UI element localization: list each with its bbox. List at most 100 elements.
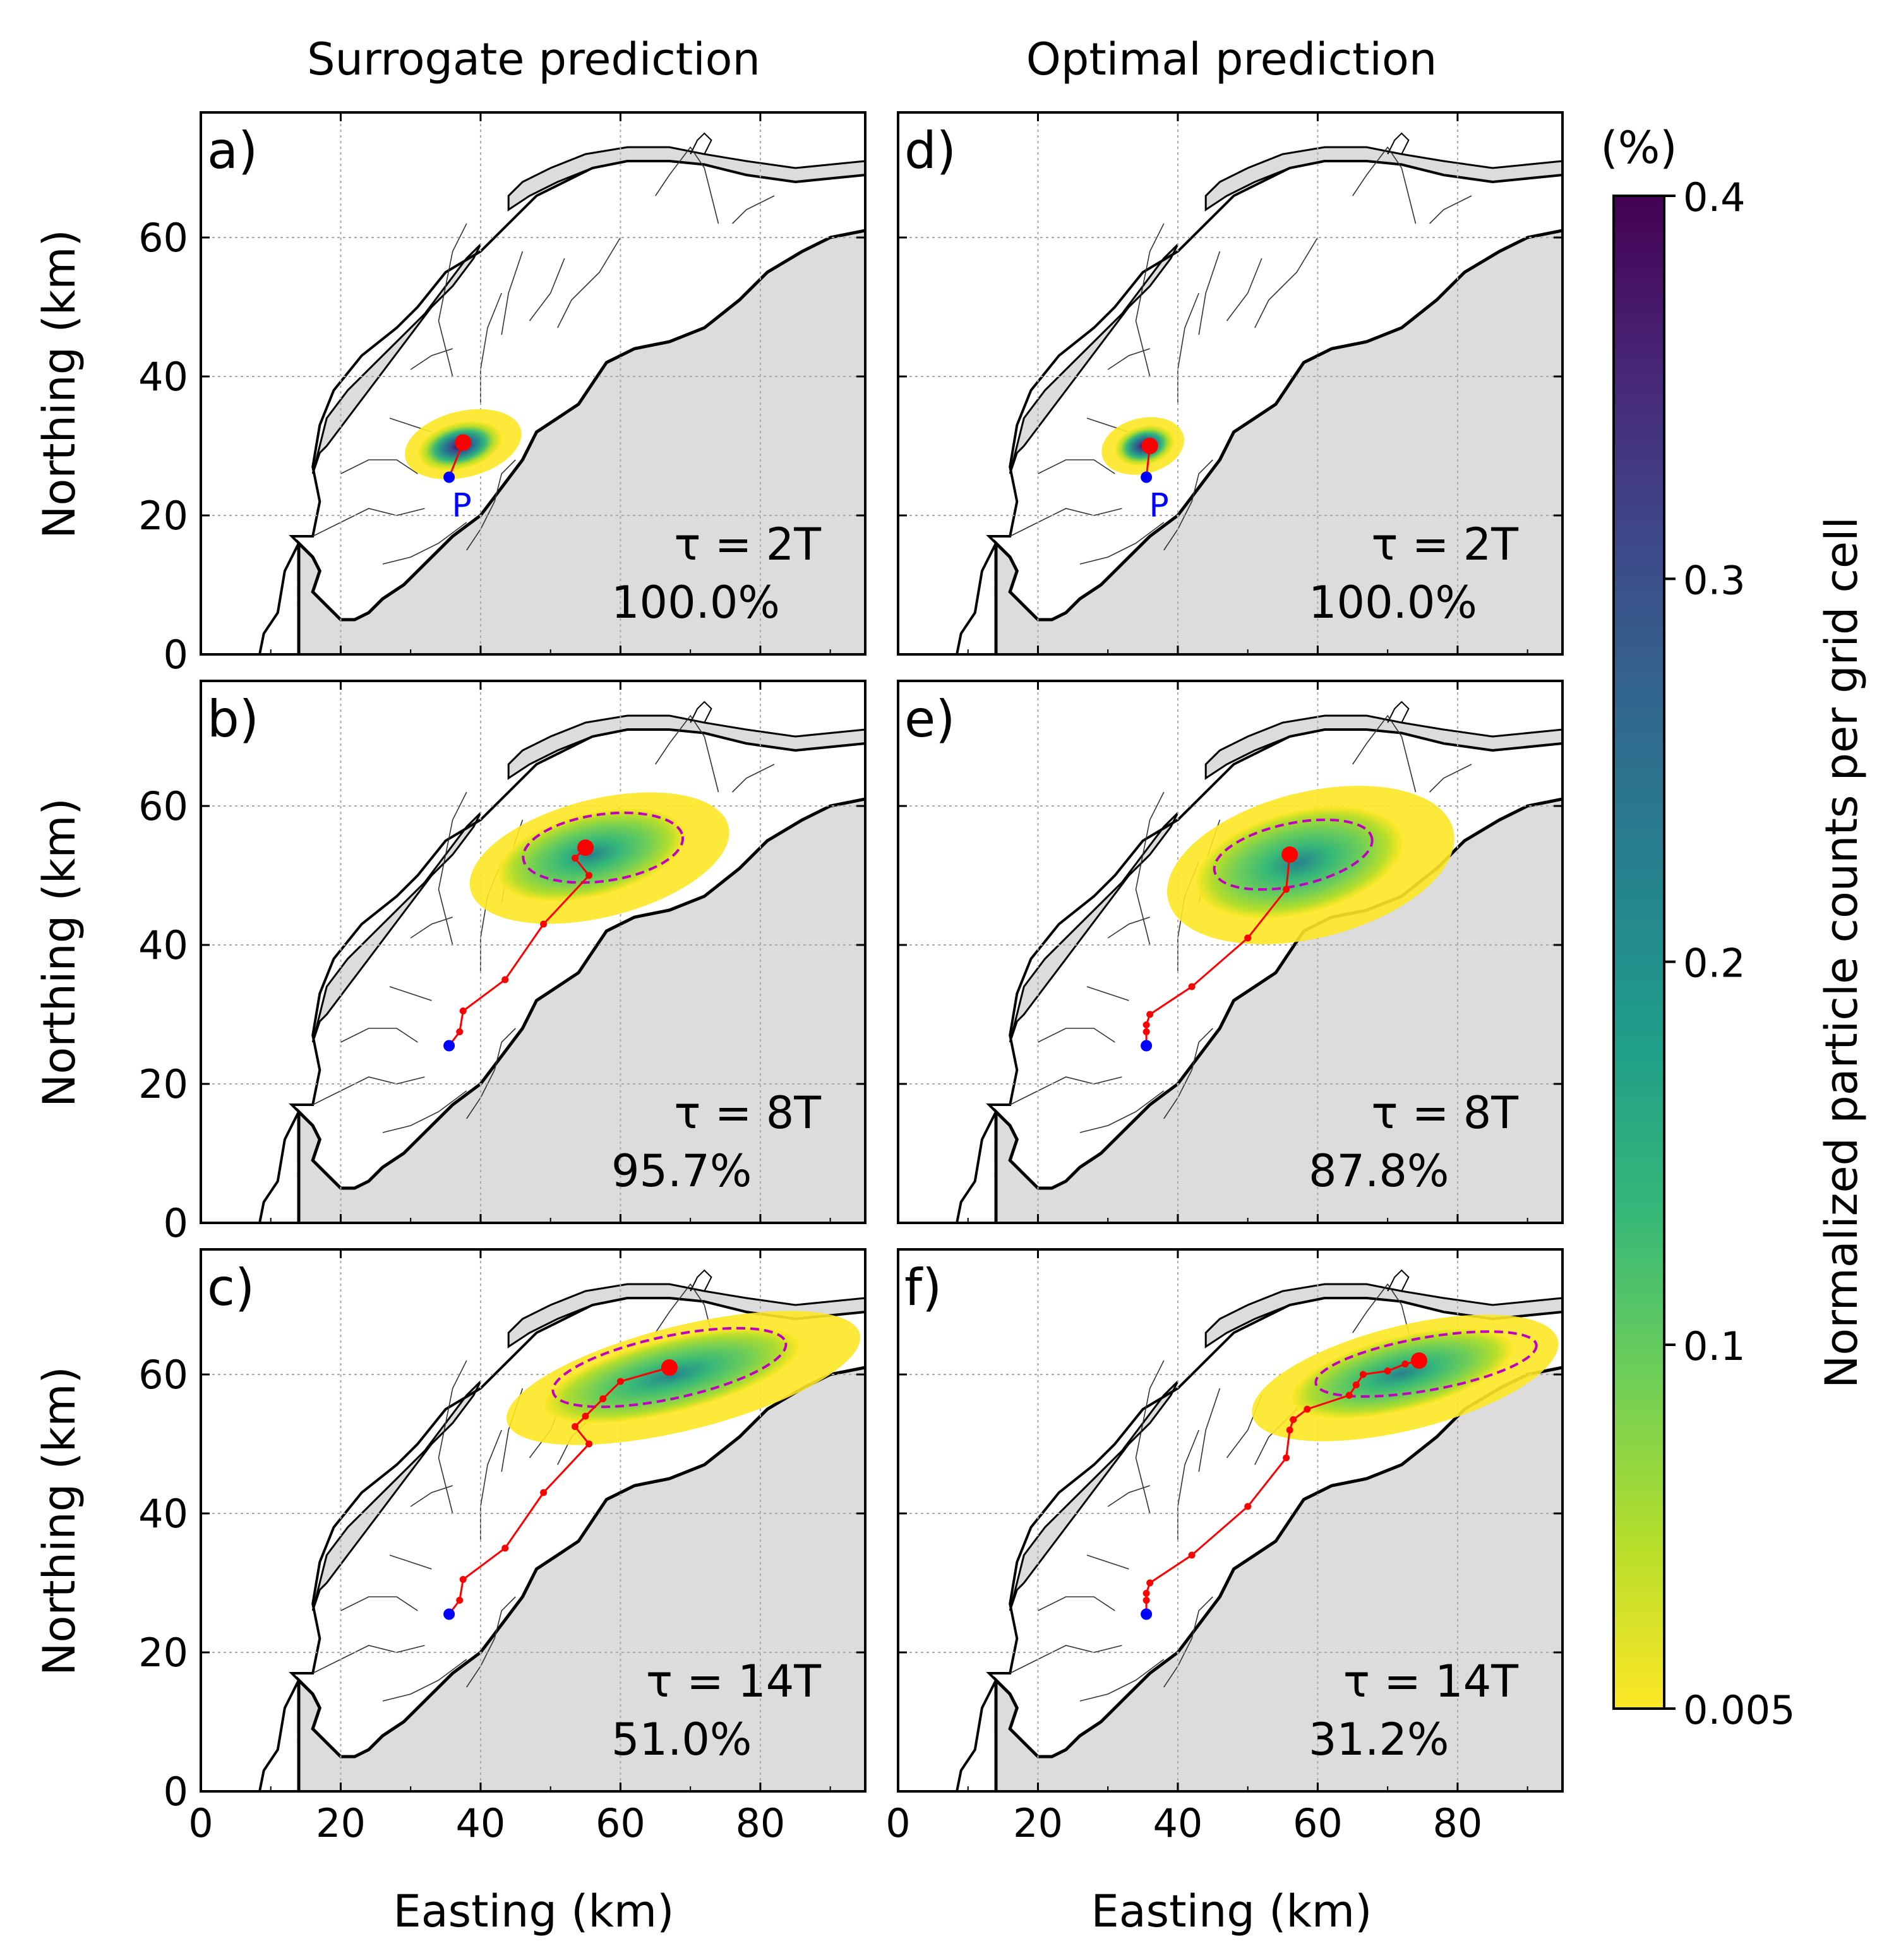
x-tick-label: 80: [735, 1800, 785, 1846]
percent-label: 100.0%: [611, 577, 780, 628]
centroid-marker: [1410, 1352, 1427, 1369]
open-boundary: [955, 1297, 1562, 1791]
tidal-channel: [389, 1554, 432, 1570]
y-tick-label: 20: [138, 1061, 188, 1107]
panel-letter: f): [904, 1258, 942, 1317]
tidal-channel: [1135, 791, 1165, 946]
trajectory-point: [501, 1544, 509, 1552]
tidal-channel: [382, 522, 467, 565]
x-tick-label: 60: [1293, 1800, 1343, 1846]
y-tick-label: 20: [138, 1630, 188, 1676]
tidal-channel: [501, 251, 524, 335]
trajectory-point: [1359, 1371, 1367, 1378]
trajectory-point: [1188, 983, 1196, 990]
barrier-island: [1009, 1380, 1179, 1611]
axes-frame: [200, 680, 867, 1224]
barrier-island: [311, 1380, 482, 1611]
trajectory-point: [1142, 1590, 1150, 1597]
panel-a: P 0 20 40 60 a) τ = 2T 100.0%: [138, 111, 867, 678]
tidal-channel: [1198, 251, 1221, 335]
axis-titles: Easting (km) Easting (km) Northing (km) …: [33, 229, 1372, 1937]
release-point-marker: [1141, 471, 1153, 483]
tidal-channel: [494, 1028, 516, 1071]
percent-label: 100.0%: [1309, 577, 1477, 628]
panels: P 0 20 40 60 a) τ = 2T 100.0% 0 20 40 60 b) τ = 8T 95.…: [138, 111, 1564, 1846]
colorbar-gradient: [1612, 195, 1665, 1710]
map-area: [201, 681, 865, 1223]
trajectory-point: [585, 872, 593, 879]
tidal-channel: [732, 764, 775, 793]
particle-cloud-core: [544, 1328, 800, 1423]
tidal-channel: [410, 348, 453, 370]
ticks: 0 20 40 60 80 0 20 40 60: [138, 1249, 865, 1846]
centroid-marker: [661, 1359, 678, 1376]
trajectory-point: [540, 920, 548, 928]
release-point-marker: [443, 471, 455, 483]
colorbar-tick-label: 0.2: [1683, 941, 1746, 987]
tidal-channel: [340, 1028, 418, 1043]
grid: [898, 112, 1562, 654]
tidal-channel: [1107, 917, 1150, 939]
tidal-channel: [312, 1645, 425, 1674]
axes-frame: [897, 111, 1564, 656]
tidal-channel: [1191, 1596, 1213, 1639]
trajectory-point: [1244, 934, 1252, 942]
tidal-channel: [1038, 459, 1115, 474]
colorbar-tick-label: 0.1: [1683, 1323, 1746, 1369]
tidal-channel: [1401, 736, 1417, 793]
tidal-channel: [340, 459, 418, 474]
tau-label: τ = 2T: [674, 519, 821, 570]
tidal-channel: [1429, 195, 1472, 224]
trajectory: [443, 1359, 678, 1620]
panel-letter: b): [207, 690, 259, 749]
x-tick-label: 0: [188, 1800, 213, 1846]
mainland: [994, 1366, 1562, 1791]
trajectory: [443, 434, 472, 483]
trajectory-point: [459, 1576, 467, 1583]
tidal-channel: [438, 1360, 467, 1514]
panel-letter: e): [904, 690, 955, 749]
tidal-channel: [494, 1596, 516, 1639]
trajectory-point: [585, 1440, 593, 1448]
tidal-channel: [1009, 1076, 1122, 1105]
sand-spit: [690, 132, 712, 155]
tidal-channel: [1009, 508, 1122, 537]
release-point-marker: [443, 1608, 455, 1620]
trajectory: [1141, 438, 1158, 483]
axes-frame: [897, 1248, 1564, 1793]
trajectory-point: [456, 1028, 464, 1035]
ticks: [897, 112, 1562, 656]
colorbar-label: Normalized particle counts per grid cell: [1816, 517, 1868, 1388]
panel-f: 0 20 40 60 80 f) τ = 14T 31.2%: [885, 1248, 1564, 1846]
xlabel-right: Easting (km): [1091, 1885, 1372, 1937]
trajectory-point: [1283, 1454, 1290, 1462]
tau-label: τ = 14T: [1343, 1656, 1518, 1707]
release-point-marker: [1141, 1040, 1153, 1052]
open-boundary: [955, 160, 1562, 654]
tidal-channel: [312, 508, 425, 537]
trajectory-point: [1146, 1011, 1154, 1018]
trajectory: [1141, 1352, 1427, 1620]
tidal-channel: [438, 791, 467, 946]
y-tick-label: 60: [138, 215, 188, 261]
xlabel-left: Easting (km): [393, 1885, 675, 1937]
trajectory: [443, 839, 594, 1052]
tidal-channel: [494, 459, 516, 502]
tidal-channel: [382, 1659, 467, 1702]
tidal-channel: [438, 223, 467, 377]
ticks: [897, 681, 1562, 1224]
trajectory-point: [1142, 1028, 1150, 1035]
panel-d: Pd) τ = 2T 100.0%: [897, 111, 1564, 656]
tidal-channel: [340, 1596, 418, 1611]
tidal-channel: [529, 258, 565, 322]
tau-label: τ = 8T: [674, 1087, 821, 1139]
axes-frame: [200, 1248, 867, 1793]
panel-letter: c): [207, 1258, 255, 1317]
tidal-channel: [1086, 986, 1129, 1001]
column-title-surrogate: Surrogate prediction: [307, 33, 760, 85]
x-tick-label: 80: [1432, 1800, 1482, 1846]
tidal-channel: [557, 237, 621, 328]
tidal-channel: [1086, 1554, 1129, 1570]
x-tick-label: 40: [1153, 1800, 1202, 1846]
tidal-channel: [382, 1090, 467, 1133]
